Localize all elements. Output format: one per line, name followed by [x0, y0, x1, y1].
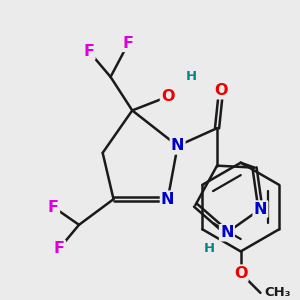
- Text: F: F: [123, 36, 134, 51]
- Text: H: H: [204, 242, 215, 255]
- Text: F: F: [48, 200, 59, 214]
- Text: O: O: [161, 89, 175, 104]
- Text: O: O: [214, 83, 228, 98]
- Text: F: F: [83, 44, 94, 59]
- Text: N: N: [254, 202, 267, 217]
- Text: CH₃: CH₃: [264, 286, 290, 299]
- Text: N: N: [220, 225, 234, 240]
- Text: N: N: [161, 192, 175, 207]
- Text: H: H: [186, 70, 197, 83]
- Text: O: O: [234, 266, 247, 280]
- Text: F: F: [54, 241, 65, 256]
- Text: N: N: [171, 138, 184, 153]
